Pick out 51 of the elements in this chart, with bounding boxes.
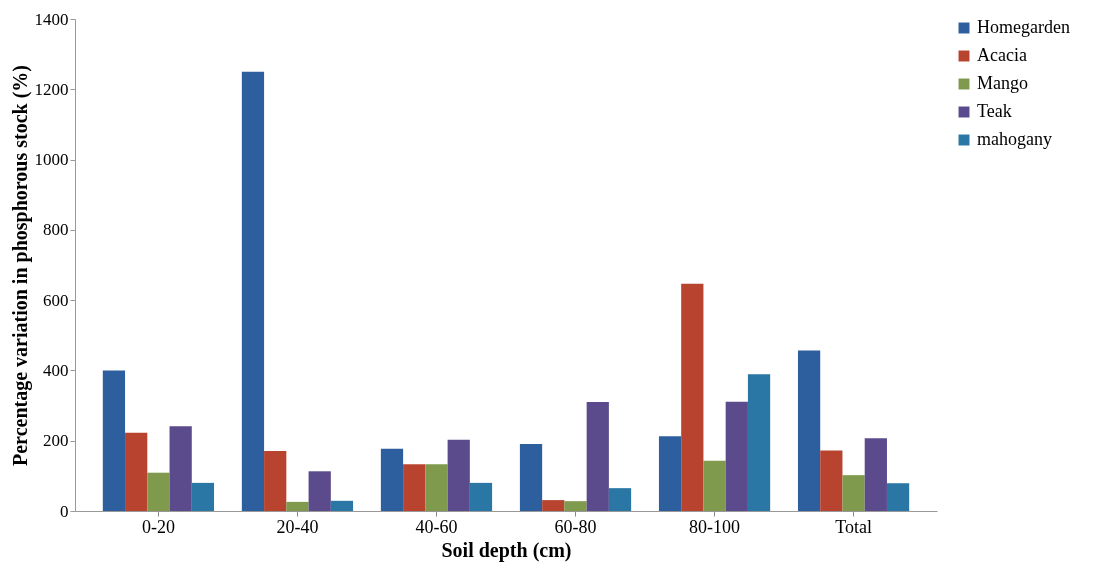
bar <box>542 500 565 511</box>
bar <box>102 370 126 511</box>
bar <box>264 450 287 511</box>
x-tick-label: 0-20 <box>141 516 175 537</box>
bar <box>886 483 910 511</box>
bar <box>380 448 404 511</box>
bar <box>403 464 426 511</box>
y-tick-label: 0 <box>60 501 69 521</box>
bar <box>125 432 148 511</box>
bar <box>608 488 632 511</box>
bar <box>469 482 493 511</box>
bar <box>147 472 170 511</box>
y-tick-label: 1400 <box>34 9 69 29</box>
legend-label: Acacia <box>977 45 1027 65</box>
x-tick-label: 60-80 <box>554 516 597 537</box>
y-tick-label: 200 <box>43 431 69 451</box>
bar <box>586 402 609 511</box>
x-axis-title: Soil depth (cm) <box>441 538 572 562</box>
bar <box>191 482 215 511</box>
y-tick-label: 600 <box>43 290 69 310</box>
bar <box>447 439 470 511</box>
y-axis-title: Percentage variation in phosphorous stock (%) <box>8 65 32 466</box>
x-tick-label: 80-100 <box>689 516 741 537</box>
y-tick-label: 1200 <box>34 79 69 99</box>
x-tick-label: 20-40 <box>276 516 319 537</box>
bar <box>797 350 821 511</box>
bar <box>564 501 587 511</box>
y-tick-label: 800 <box>43 220 69 240</box>
legend-label: Teak <box>977 101 1012 121</box>
bar <box>747 374 771 511</box>
bar <box>308 471 331 511</box>
x-tick-label: Total <box>835 516 872 537</box>
bar <box>842 475 865 511</box>
bar <box>286 501 309 511</box>
bar <box>425 464 448 511</box>
y-tick-label: 1000 <box>34 150 69 170</box>
legend-label: Mango <box>977 73 1028 93</box>
bar <box>725 401 748 511</box>
bar <box>330 500 354 511</box>
legend-label: Homegarden <box>977 17 1070 37</box>
bar <box>864 438 887 511</box>
legend-label: mahogany <box>977 129 1052 149</box>
bar <box>519 443 543 511</box>
bar <box>703 460 726 511</box>
x-tick-label: 40-60 <box>415 516 458 537</box>
bar <box>681 283 704 511</box>
bar <box>169 426 192 511</box>
bar <box>820 450 843 511</box>
y-tick-label: 400 <box>43 360 69 380</box>
bar <box>241 71 265 511</box>
bar <box>658 436 682 511</box>
